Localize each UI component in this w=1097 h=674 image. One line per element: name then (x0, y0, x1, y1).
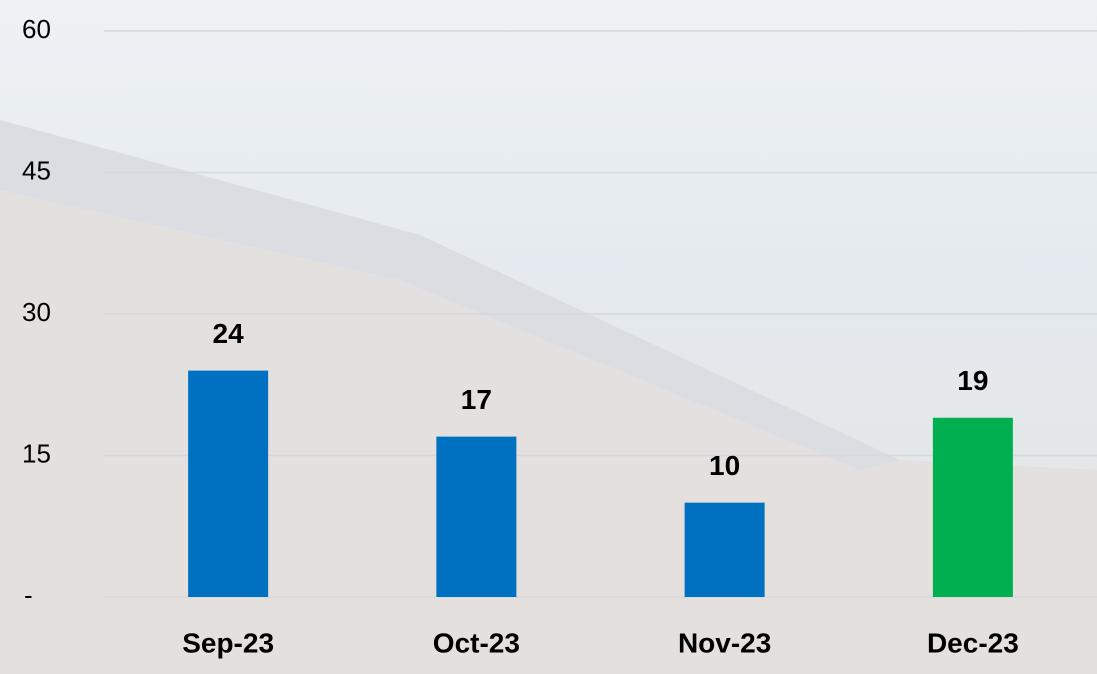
data-label: 19 (957, 365, 988, 396)
y-tick-label: 30 (22, 297, 51, 327)
bar (933, 418, 1013, 597)
bar (685, 503, 765, 597)
x-tick-label: Dec-23 (927, 627, 1019, 658)
y-tick-label: 45 (22, 155, 51, 185)
x-tick-label: Nov-23 (678, 627, 771, 658)
chart: - 15 30 45 60 Sep-23 24 Oct-23 17 Nov-23 10 Dec-23 1… (0, 0, 1097, 674)
y-tick-label: 60 (22, 14, 51, 44)
bar (436, 437, 516, 597)
page: {"chart_data": {"type": "bar", "categori… (0, 0, 1097, 674)
y-tick-label: - (24, 580, 33, 610)
x-tick-label: Sep-23 (182, 627, 274, 658)
x-tick-label: Oct-23 (433, 627, 520, 658)
y-tick-label: 15 (22, 438, 51, 468)
data-label: 24 (213, 318, 245, 349)
data-label: 10 (709, 450, 740, 481)
bar (188, 371, 268, 597)
data-label: 17 (461, 384, 492, 415)
